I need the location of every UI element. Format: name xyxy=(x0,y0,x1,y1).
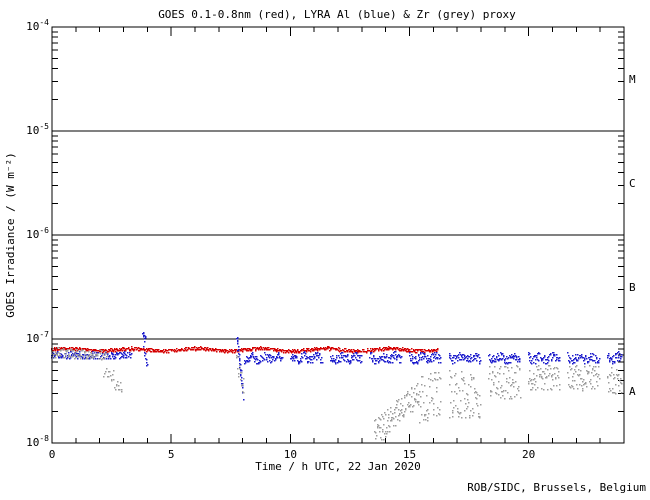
chart-title: GOES 0.1-0.8nm (red), LYRA Al (blue) & Z… xyxy=(158,8,516,21)
series-goes-red xyxy=(51,346,439,354)
series-lyra-zr-grey xyxy=(51,347,623,441)
flare-class-label-a: A xyxy=(629,385,636,398)
x-axis-label: Time / h UTC, 22 Jan 2020 xyxy=(255,460,421,473)
y-axis-label: GOES Irradiance / (W m⁻²) xyxy=(4,152,17,318)
x-tick-labels: 0 5 10 15 20 xyxy=(49,448,536,461)
x-tick-label: 15 xyxy=(403,448,416,461)
series-lyra-al-blue xyxy=(51,332,623,401)
y-tick-label: 10-7 xyxy=(26,330,49,345)
flare-class-label-m: M xyxy=(629,73,636,86)
flare-class-boundary-lines xyxy=(52,130,624,340)
y-tick-label: 10-4 xyxy=(26,18,49,33)
flare-class-labels: M C B A xyxy=(629,73,636,398)
y-tick-labels: 10-4 10-5 10-6 10-7 10-8 xyxy=(26,18,49,449)
x-tick-label: 0 xyxy=(49,448,56,461)
x-tick-label: 10 xyxy=(284,448,297,461)
credit-text: ROB/SIDC, Brussels, Belgium xyxy=(467,481,646,494)
flare-class-label-b: B xyxy=(629,281,636,294)
x-tick-label: 5 xyxy=(168,448,175,461)
data-points xyxy=(51,332,623,441)
y-tick-label: 10-8 xyxy=(26,434,49,449)
y-tick-label: 10-5 xyxy=(26,122,49,137)
x-tick-label: 20 xyxy=(522,448,535,461)
y-tick-label: 10-6 xyxy=(26,226,49,241)
flare-class-label-c: C xyxy=(629,177,636,190)
plot-frame xyxy=(51,26,625,444)
